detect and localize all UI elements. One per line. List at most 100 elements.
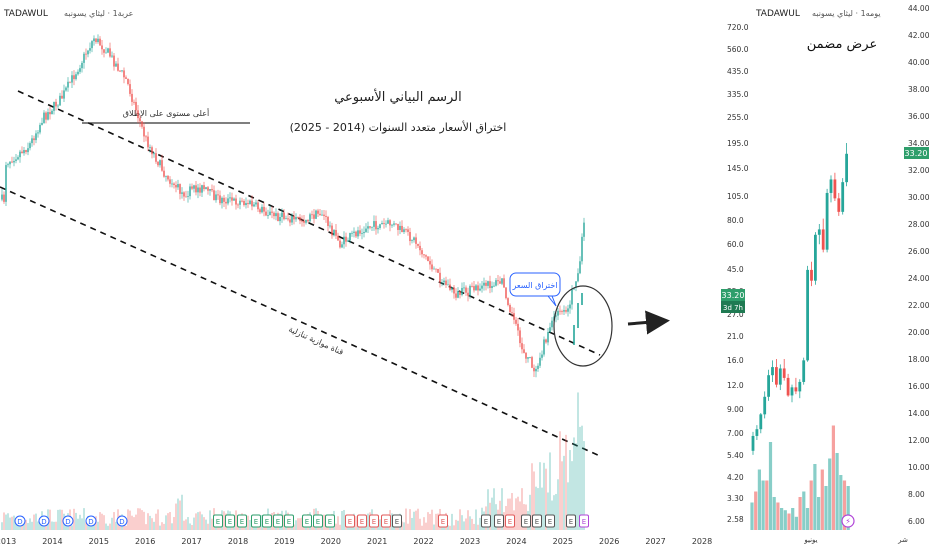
main-candle-body xyxy=(489,281,491,288)
main-candle-body xyxy=(401,225,403,233)
zoom-y-tick-label: 18.00 xyxy=(908,355,930,364)
main-volume-bar xyxy=(23,522,25,530)
earnings-marker[interactable] xyxy=(237,514,247,528)
earnings-marker[interactable] xyxy=(521,514,531,528)
main-candle-body xyxy=(379,224,381,228)
main-candle-body xyxy=(537,365,539,369)
main-candle-body xyxy=(313,214,315,219)
main-candle-body xyxy=(331,225,333,236)
zoom-volume-bar xyxy=(754,491,758,530)
main-volume-bar xyxy=(173,517,175,530)
main-volume-bar xyxy=(223,511,225,530)
main-candle-body xyxy=(111,55,113,57)
main-volume-bar xyxy=(467,510,469,530)
dividend-marker[interactable] xyxy=(38,515,50,527)
main-candle-body xyxy=(461,287,463,295)
main-candle-body xyxy=(299,217,301,221)
main-candle-body xyxy=(289,219,291,223)
main-volume-bar xyxy=(133,517,135,530)
zoom-candle-body xyxy=(802,360,806,382)
main-candle-body xyxy=(429,261,431,265)
earnings-marker[interactable] xyxy=(313,514,323,528)
main-volume-bar xyxy=(131,515,133,530)
earnings-marker[interactable] xyxy=(262,514,272,528)
dividend-marker-label: D xyxy=(41,518,46,526)
main-volume-bar xyxy=(417,508,419,530)
main-volume-bar xyxy=(429,513,431,530)
main-candle-body xyxy=(295,216,297,220)
main-candle-body xyxy=(33,138,35,141)
earnings-marker[interactable] xyxy=(225,514,235,528)
dividend-marker[interactable] xyxy=(85,515,97,527)
earnings-marker[interactable] xyxy=(481,514,491,528)
main-candle-body xyxy=(365,228,367,232)
earnings-marker[interactable] xyxy=(357,514,367,528)
earnings-marker[interactable] xyxy=(284,514,294,528)
flash-icon-glyph: ⚡ xyxy=(845,517,851,526)
main-candle-body xyxy=(113,55,115,67)
earnings-marker[interactable] xyxy=(251,514,261,528)
main-volume-bar xyxy=(423,517,425,530)
main-candle-body xyxy=(433,268,435,270)
earnings-marker[interactable] xyxy=(369,514,379,528)
main-volume-bar xyxy=(203,517,205,530)
main-volume-bar xyxy=(99,512,101,530)
main-volume-bar xyxy=(411,517,413,530)
main-volume-bar xyxy=(205,519,207,530)
main-candle-body xyxy=(417,243,419,246)
earnings-marker-label: E xyxy=(316,518,320,526)
main-candle-body xyxy=(319,213,321,216)
earnings-marker[interactable] xyxy=(438,514,448,528)
earnings-marker[interactable] xyxy=(325,514,335,528)
main-volume-bar xyxy=(45,523,47,530)
main-candle-body xyxy=(533,367,535,372)
zoom-candle-body xyxy=(829,179,833,193)
main-candle-body xyxy=(17,157,19,160)
main-volume-bar xyxy=(59,509,61,530)
flash-icon[interactable] xyxy=(841,514,855,528)
main-candle-body xyxy=(97,38,99,43)
zoom-x-label: يونيو xyxy=(803,536,817,544)
main-volume-bar xyxy=(249,519,251,530)
earnings-marker[interactable] xyxy=(213,514,223,528)
main-volume-bar xyxy=(407,523,409,530)
main-candle-body xyxy=(373,221,375,227)
main-volume-bar xyxy=(541,487,543,530)
earnings-marker[interactable] xyxy=(273,514,283,528)
main-volume-bar xyxy=(97,521,99,530)
main-volume-bar xyxy=(25,519,27,530)
earnings-marker[interactable] xyxy=(494,514,504,528)
earnings-marker[interactable] xyxy=(392,514,402,528)
main-volume-bar xyxy=(189,523,191,530)
main-candle-body xyxy=(369,226,371,228)
earnings-marker[interactable] xyxy=(532,514,542,528)
main-volume-bar xyxy=(451,513,453,530)
zoom-candle-body xyxy=(817,229,821,235)
earnings-marker[interactable] xyxy=(381,514,391,528)
earnings-marker[interactable] xyxy=(566,514,576,528)
earnings-marker[interactable] xyxy=(579,514,589,528)
main-candle-body xyxy=(75,74,77,80)
earnings-marker[interactable] xyxy=(302,514,312,528)
dividend-marker[interactable] xyxy=(62,515,74,527)
main-volume-bar xyxy=(27,523,29,530)
y-tick-label: 4.20 xyxy=(727,473,744,482)
main-candle-body xyxy=(217,194,219,196)
main-volume-bar xyxy=(511,493,513,530)
main-volume-bar xyxy=(199,511,201,530)
main-candle-body xyxy=(307,219,309,222)
x-tick-label: 2022 xyxy=(413,537,433,546)
earnings-marker[interactable] xyxy=(505,514,515,528)
main-candle-body xyxy=(147,136,149,148)
earnings-marker[interactable] xyxy=(345,514,355,528)
main-candle-body xyxy=(441,282,443,284)
main-volume-bar xyxy=(559,431,561,530)
main-candle-body xyxy=(1,194,3,200)
main-candle-body xyxy=(99,38,101,46)
main-candle-body xyxy=(7,164,9,166)
dividend-marker[interactable] xyxy=(14,515,26,527)
main-candle-body xyxy=(209,189,211,191)
dividend-marker[interactable] xyxy=(116,515,128,527)
earnings-marker[interactable] xyxy=(545,514,555,528)
